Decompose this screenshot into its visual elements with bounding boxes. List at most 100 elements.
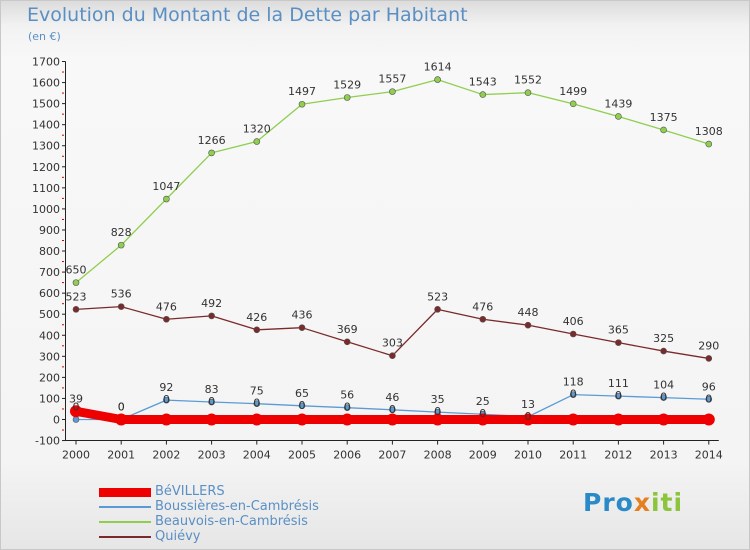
data-label: 828 [111, 226, 132, 239]
data-label-zero: 0 [434, 405, 441, 418]
data-label: 406 [563, 315, 584, 328]
data-point [250, 413, 263, 426]
data-point [660, 394, 667, 401]
data-label: 46 [385, 391, 399, 404]
chart-axes: -100010020030040050060070080090010001100… [32, 56, 723, 462]
data-point [72, 306, 80, 313]
data-label-zero: 0 [253, 397, 260, 410]
data-point [298, 100, 306, 108]
data-point [253, 400, 261, 408]
data-label: 118 [563, 376, 584, 389]
data-label-zero: 0 [525, 410, 532, 423]
data-label: 523 [66, 290, 87, 303]
y-tick-label: 400 [39, 329, 60, 342]
data-label: 104 [653, 379, 674, 392]
x-tick-label: 2010 [514, 449, 542, 462]
y-tick-label: 0 [53, 414, 60, 427]
data-label: 83 [205, 383, 219, 396]
data-point [389, 88, 396, 95]
y-tick-label: 1400 [32, 119, 60, 132]
data-point [208, 312, 215, 320]
y-tick-label: 1500 [32, 98, 60, 111]
data-point [343, 404, 351, 412]
data-point [343, 94, 351, 101]
data-label: 1529 [333, 79, 361, 92]
data-label: 13 [521, 398, 535, 411]
data-point [298, 402, 306, 410]
y-tick-label: 100 [39, 392, 60, 405]
y-tick-label: 1000 [32, 203, 60, 216]
data-label: 39 [69, 392, 83, 405]
data-label-zero: 0 [208, 395, 215, 408]
data-point [253, 138, 261, 145]
y-tick-label: 1700 [32, 56, 60, 69]
data-point [522, 413, 534, 426]
data-point [479, 315, 487, 323]
data-label-zero: 0 [660, 391, 667, 404]
y-tick-label: 700 [39, 266, 60, 279]
chart-subtitle: (en €) [28, 30, 61, 43]
legend-swatch [99, 506, 151, 508]
data-label-zero: 0 [163, 393, 170, 406]
data-point [163, 195, 170, 203]
data-label-zero: 0 [299, 399, 306, 412]
data-label: 1308 [695, 125, 723, 138]
y-tick-label: -100 [35, 435, 60, 448]
data-label: 0 [118, 401, 125, 414]
data-point [117, 303, 125, 310]
data-point [615, 392, 622, 400]
data-label: 536 [111, 288, 132, 301]
data-point [569, 330, 577, 338]
data-point [160, 413, 173, 426]
data-label-zero: 0 [389, 403, 396, 416]
data-label-zero: 0 [570, 388, 577, 401]
data-label: 448 [518, 306, 539, 319]
data-point [208, 398, 215, 406]
data-label: 111 [608, 377, 629, 390]
data-label-zero: 0 [479, 407, 486, 420]
data-point [569, 100, 577, 108]
data-point [615, 339, 622, 346]
data-label: 369 [337, 323, 358, 336]
data-label: 476 [472, 300, 493, 313]
data-point [657, 413, 670, 426]
data-label: 1497 [288, 85, 316, 98]
data-label: 523 [427, 290, 448, 303]
y-tick-label: 1600 [32, 77, 60, 90]
data-label: 426 [246, 311, 267, 324]
data-point [389, 406, 396, 414]
x-tick-label: 2001 [107, 449, 135, 462]
x-tick-label: 2004 [243, 449, 271, 462]
data-label: 0 [118, 401, 125, 414]
data-point [660, 347, 667, 355]
data-label: 1047 [152, 180, 180, 193]
data-label: 56 [340, 389, 354, 402]
data-label-zero: 0 [615, 389, 622, 402]
data-point [341, 413, 354, 426]
data-label: 25 [476, 395, 490, 408]
data-point [72, 279, 80, 286]
x-tick-label: 2011 [559, 449, 587, 462]
data-label: 1439 [604, 97, 632, 110]
x-tick-label: 2002 [152, 449, 180, 462]
legend-swatch [99, 521, 151, 523]
data-point [705, 355, 713, 362]
data-label: 1552 [514, 74, 542, 87]
data-label: 290 [698, 339, 719, 352]
y-tick-label: 1200 [32, 161, 60, 174]
data-point [117, 241, 125, 249]
data-label: 365 [608, 324, 629, 337]
y-tick-label: 600 [39, 287, 60, 300]
data-label: 75 [250, 385, 264, 398]
data-point [298, 324, 306, 331]
data-point [705, 395, 713, 403]
data-point [253, 326, 261, 334]
data-point [296, 413, 308, 426]
y-tick-label: 900 [39, 224, 60, 237]
x-tick-label: 2008 [424, 449, 452, 462]
legend-label: Quiévy [155, 529, 201, 544]
data-point [479, 91, 487, 98]
x-tick-label: 2014 [695, 449, 723, 462]
data-point [615, 113, 622, 120]
